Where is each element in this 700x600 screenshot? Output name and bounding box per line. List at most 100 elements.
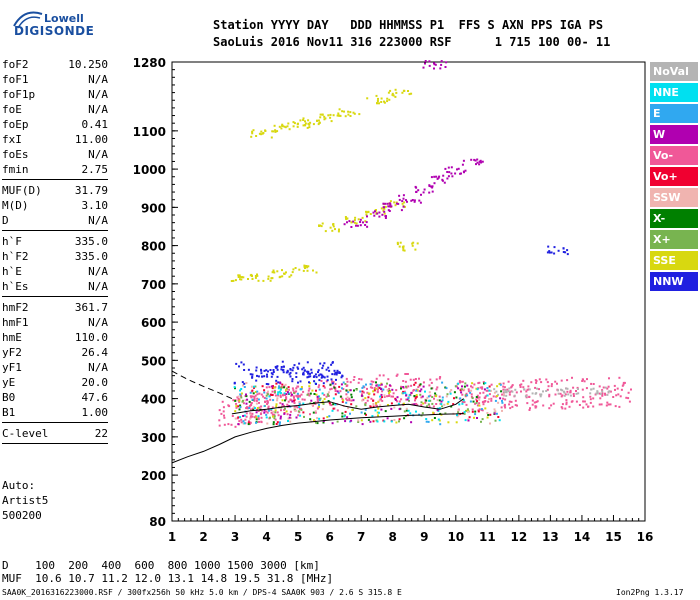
data-point-vo — [240, 421, 243, 424]
data-point-x — [345, 389, 348, 392]
data-point-ssw — [244, 399, 247, 402]
data-point-sse — [285, 389, 287, 392]
data-point-vo — [606, 401, 609, 404]
data-point-vo — [245, 407, 248, 410]
data-point-vo — [386, 395, 389, 398]
data-point-vo — [398, 400, 401, 403]
data-point-vo — [300, 393, 303, 396]
data-point-e — [466, 394, 469, 397]
data-point-w — [291, 400, 294, 403]
data-point-nne — [463, 411, 466, 414]
data-point-e — [299, 388, 302, 391]
data-point-w — [369, 420, 372, 423]
data-point-x — [413, 395, 416, 397]
data-point-sse — [281, 269, 283, 272]
data-point-nnw — [263, 369, 266, 372]
data-point-ssw — [237, 395, 240, 398]
param-name: yF1 — [2, 361, 22, 374]
data-point-vo — [550, 383, 553, 386]
data-point-sse — [239, 278, 241, 281]
data-point-nne — [498, 419, 501, 422]
data-point-nne — [390, 420, 393, 423]
data-point-vo — [290, 399, 293, 402]
data-point-vo — [628, 400, 631, 403]
data-point-w — [352, 399, 355, 402]
data-point-nnw — [272, 369, 275, 371]
data-point-vo — [459, 380, 462, 383]
data-point-vo — [267, 407, 270, 410]
data-point-sse — [304, 267, 306, 269]
data-point-x — [273, 391, 276, 393]
data-point-vo — [422, 381, 425, 384]
data-point-vo — [554, 393, 557, 396]
data-point-vo — [250, 396, 253, 399]
legend-item-nne: NNE — [650, 83, 698, 102]
data-point-noval — [560, 388, 562, 391]
data-point-vo — [507, 380, 510, 383]
data-point-nne — [287, 420, 289, 422]
data-point-vo — [300, 407, 303, 410]
data-point-ssw — [234, 417, 237, 420]
data-point-vo — [565, 399, 568, 402]
data-point-noval — [513, 394, 516, 397]
data-point-vo — [609, 403, 612, 406]
data-point-vo — [302, 390, 305, 393]
data-point-vo — [366, 391, 369, 394]
data-point-vo — [349, 381, 352, 384]
data-point-vo — [515, 391, 518, 394]
data-point-vo — [293, 399, 296, 402]
data-point-w — [352, 220, 355, 223]
data-point-sse — [395, 201, 398, 204]
param-row: h`E N/A — [2, 264, 108, 279]
data-point-x — [403, 410, 406, 413]
data-point-vo — [534, 405, 537, 408]
data-point-sse — [377, 97, 379, 100]
data-point-sse — [317, 119, 320, 122]
data-point-sse — [365, 213, 368, 216]
y-tick-label: 400 — [141, 393, 166, 407]
param-name: foF2 — [2, 58, 29, 71]
data-point-nnw — [256, 374, 258, 377]
data-point-sse — [326, 416, 329, 418]
data-point-e — [369, 383, 372, 386]
data-point-sse — [312, 123, 315, 126]
data-point-vo — [276, 411, 279, 414]
data-point-vo — [479, 386, 482, 389]
data-point-vo — [320, 380, 323, 382]
data-point-x — [252, 409, 255, 411]
data-point-sse — [383, 100, 385, 103]
data-point-sse — [407, 90, 409, 92]
data-point-w — [481, 160, 484, 163]
data-point-vo — [604, 393, 607, 396]
data-point-vo — [585, 403, 588, 406]
data-point-vo — [514, 399, 517, 402]
data-point-nne — [297, 397, 300, 400]
data-point-noval — [563, 391, 566, 394]
data-point-sse — [484, 407, 487, 410]
param-value: 3.10 — [81, 199, 109, 212]
data-point-e — [345, 401, 348, 404]
data-point-vo — [409, 378, 412, 381]
data-point-sse — [416, 389, 419, 392]
data-point-sse — [377, 414, 379, 417]
data-point-vo — [266, 411, 269, 414]
data-point-x — [350, 393, 353, 396]
data-point-nnw — [317, 374, 320, 377]
data-point-vo — [556, 382, 558, 385]
data-point-w — [394, 398, 397, 401]
data-point-vo — [538, 388, 540, 391]
data-point-vo — [350, 403, 353, 406]
data-point-sse — [447, 421, 450, 424]
data-point-sse — [256, 273, 258, 276]
data-point-sse — [384, 205, 387, 208]
data-point-nnw — [310, 368, 313, 371]
data-point-x — [457, 411, 460, 414]
data-point-vo — [271, 387, 274, 390]
data-point-noval — [608, 390, 611, 393]
data-point-sse — [319, 116, 322, 119]
dashed-profile-line — [171, 370, 233, 400]
data-point-x — [255, 418, 258, 421]
data-point-vo — [253, 395, 256, 398]
data-point-vo — [390, 395, 393, 398]
data-point-vo — [285, 396, 288, 399]
